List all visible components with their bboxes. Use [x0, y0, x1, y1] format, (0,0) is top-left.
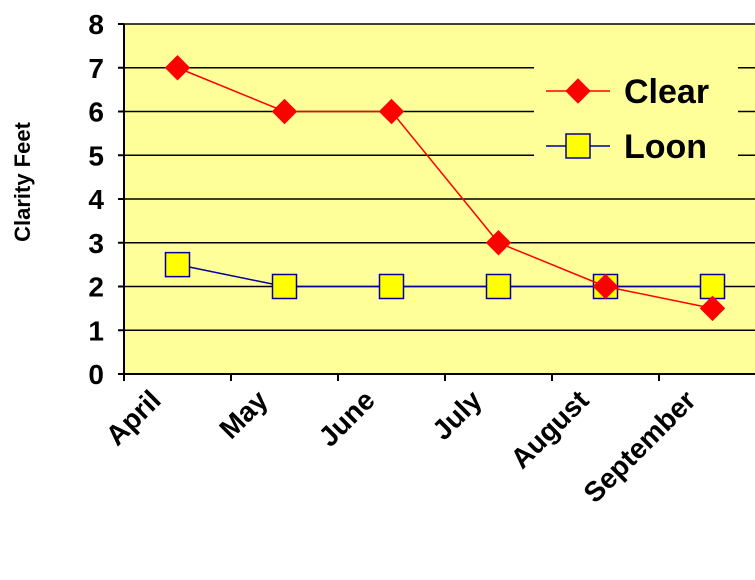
- data-point: [485, 273, 512, 300]
- data-point: [164, 251, 191, 278]
- x-tick-label: August: [505, 384, 595, 474]
- data-point: [699, 273, 726, 300]
- data-point: [271, 98, 298, 125]
- axes: [118, 23, 755, 381]
- x-tick-label: June: [313, 384, 381, 452]
- series-line: [177, 263, 713, 288]
- y-tick-label: 6: [88, 97, 104, 128]
- data-point: [164, 55, 191, 81]
- y-tick-label: 0: [88, 359, 104, 390]
- data-point: [485, 230, 512, 256]
- series-line: [177, 67, 713, 310]
- y-tick-label: 4: [88, 184, 104, 215]
- series-layer: [164, 55, 726, 322]
- data-point: [699, 295, 726, 322]
- x-tick-label: May: [213, 384, 274, 445]
- data-point: [378, 98, 405, 125]
- data-point: [592, 273, 619, 300]
- y-tick-labels: 0 1 2 3 4 5 6 7 8: [88, 9, 104, 390]
- y-tick-label: 1: [88, 315, 104, 346]
- y-tick-label: 5: [88, 140, 104, 171]
- legend-box: [534, 66, 738, 184]
- y-tick-label: 8: [88, 9, 104, 40]
- legend: Clear Loon: [534, 66, 738, 184]
- data-point: [271, 273, 298, 300]
- data-point: [378, 273, 405, 300]
- legend-marker: [565, 78, 591, 104]
- y-tick-label: 2: [88, 272, 104, 303]
- x-tick-label: September: [577, 384, 701, 508]
- legend-label: Loon: [624, 128, 707, 166]
- y-axis-label: Clarity Feet: [10, 121, 35, 241]
- legend-marker: [565, 133, 591, 159]
- y-tick-label: 7: [88, 53, 104, 84]
- x-tick-label: April: [100, 384, 167, 451]
- y-tick-label: 3: [88, 228, 104, 259]
- x-tick-label: July: [426, 384, 488, 446]
- series-clear: [164, 55, 726, 322]
- legend-label: Clear: [624, 73, 709, 111]
